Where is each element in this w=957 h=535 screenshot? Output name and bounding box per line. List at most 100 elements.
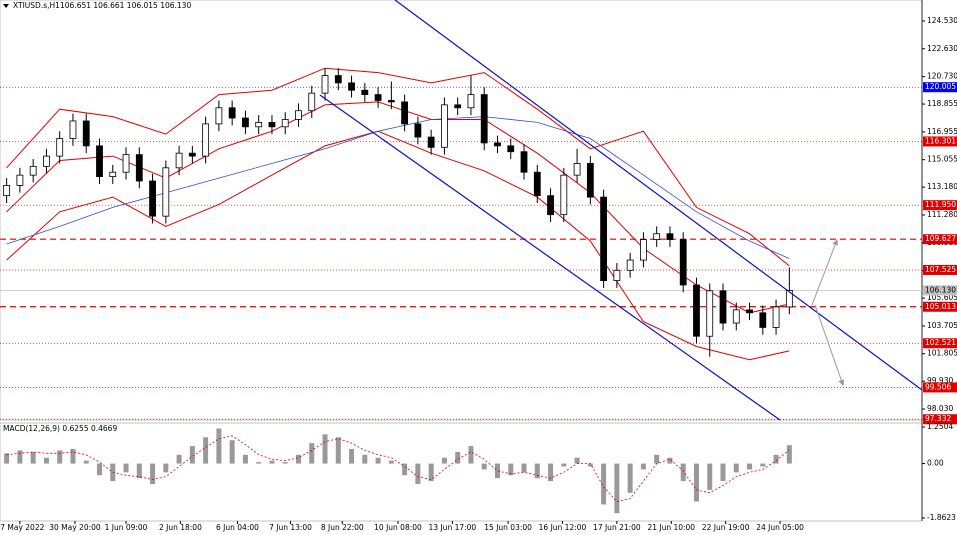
x-tick-label: 13 Jun 17:00 [429, 523, 477, 532]
macd-bar [189, 446, 195, 464]
macd-bar [96, 463, 102, 476]
macd-bar [30, 451, 36, 464]
candle-body [122, 154, 130, 173]
macd-bar [468, 446, 474, 464]
macd-bar [70, 448, 76, 464]
arrow-down [814, 304, 845, 386]
x-tick-label: 2 Jun 18:00 [159, 523, 202, 532]
level-label: 107.525 [925, 265, 956, 274]
candle-body [693, 284, 700, 337]
candle-body [16, 174, 24, 186]
candle-body [772, 306, 780, 328]
y-tick-label: 0.00 [927, 459, 944, 468]
candle-body [613, 269, 621, 281]
candle-body [494, 142, 501, 147]
x-tick-label: 24 Jun 05:00 [756, 523, 804, 532]
candle-body [480, 94, 488, 144]
level-tag [923, 382, 957, 393]
macd-bar [388, 460, 394, 464]
level-label: 105.013 [925, 302, 956, 311]
candle-body [96, 145, 103, 178]
macd-bar [680, 463, 686, 482]
channel-lower [319, 94, 781, 421]
macd-bar [17, 450, 23, 464]
candle-body [507, 145, 515, 153]
candle-body [706, 290, 714, 337]
macd-bar [587, 463, 593, 467]
macd-bar [349, 448, 355, 464]
y-tick-label: 99.930 [927, 376, 953, 385]
candle-body [401, 101, 409, 125]
level-label: 102.521 [925, 338, 956, 347]
macd-bar [362, 454, 368, 464]
level-label: 109.627 [925, 234, 956, 243]
macd-bar [402, 463, 408, 476]
candle-body [759, 312, 767, 328]
macd-bar [786, 445, 792, 464]
y-tick-label: 101.805 [927, 349, 957, 358]
x-tick-label: 15 Jun 03:00 [484, 523, 532, 532]
macd-bar [123, 463, 129, 473]
level-label: 116.301 [925, 136, 956, 145]
arrow-up [811, 239, 839, 306]
level-label: 120.005 [925, 82, 956, 91]
level-tag [923, 136, 957, 147]
candle-body [653, 233, 661, 240]
candle-body [533, 171, 541, 197]
macd-bar [760, 463, 766, 467]
macd-bar [295, 454, 301, 464]
macd-bar [747, 463, 753, 470]
candle-body [427, 136, 435, 148]
y-tick-label: 98.030 [927, 404, 953, 413]
macd-bar [640, 463, 646, 470]
level-label: 99.506 [925, 382, 951, 391]
macd-bar [203, 437, 209, 464]
macd-bar [548, 463, 554, 482]
candle-body [29, 165, 37, 176]
y-tick-label: 105.605 [927, 293, 957, 302]
candle-body [679, 239, 687, 286]
macd-bar [667, 457, 673, 464]
menu-icon [3, 4, 9, 8]
level-label: 106.130 [925, 285, 956, 294]
macd-bar [375, 457, 381, 464]
candle-body [547, 195, 554, 216]
candle-body [732, 309, 740, 324]
y-tick-label: 122.630 [927, 44, 957, 53]
candle-body [640, 239, 647, 261]
signal-line [6, 435, 790, 502]
y-tick-label: 115.055 [927, 155, 957, 164]
candle-body [600, 196, 608, 281]
candle-body [520, 151, 528, 173]
y-tick-label: 116.955 [927, 127, 957, 136]
candle-body [414, 123, 422, 138]
candle-body [43, 155, 50, 167]
x-tick-label: 8 Jun 22:00 [321, 523, 364, 532]
ohlc-readout: 106.651 106.661 106.015 106.130 [60, 1, 191, 10]
indicator-line [6, 67, 790, 267]
macd-bar [309, 443, 315, 464]
candle-body [746, 309, 753, 314]
main-layer: 124.530 122.630 120.730 118.855 116.955 115.0… [0, 16, 957, 532]
macd-bar [733, 463, 739, 473]
macd-bar [601, 463, 607, 505]
candle-body [82, 120, 90, 147]
macd-bar [83, 460, 89, 464]
candle-body [785, 289, 793, 308]
y-tick-label: 103.705 [927, 321, 957, 330]
candle-body [281, 119, 289, 128]
symbol-title: XTIUSD.s,H1 [13, 1, 60, 10]
main-panel [0, 0, 923, 421]
x-tick-label: 27 May 2022 [0, 523, 45, 532]
macd-bar [627, 463, 633, 493]
candle-body [374, 94, 382, 101]
x-tick-label: 10 Jun 08:00 [374, 523, 422, 532]
candle-body [467, 94, 475, 109]
macd-bar [481, 463, 487, 470]
candle-body [586, 163, 594, 198]
indicator-line [6, 101, 790, 314]
macd-bar [441, 457, 447, 464]
level-tag [923, 82, 957, 93]
level-tag [923, 264, 957, 275]
candle-body [666, 233, 674, 240]
